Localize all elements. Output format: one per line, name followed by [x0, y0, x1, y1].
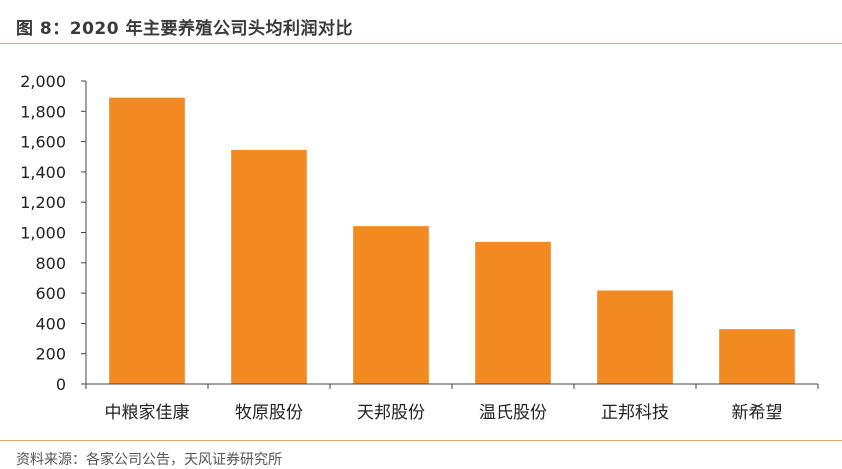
y-tick-label: 1,000: [20, 224, 66, 243]
y-tick-label: 1,600: [20, 133, 66, 152]
source-note: 资料来源：各家公司公告，天风证券研究所: [16, 452, 282, 468]
y-axis: 0 200 400 600 800 1,000 1,200 1,400 1,600 1,800 2,…: [20, 72, 87, 394]
bar-4: [597, 290, 673, 384]
y-tick-label: 0: [56, 375, 66, 394]
bar-3: [475, 241, 551, 384]
bar-chart: 0 200 400 600 800 1,000 1,200 1,400 1,600 1,800 2,…: [20, 72, 819, 423]
figure-title: 图 8：2020 年主要养殖公司头均利润对比: [16, 19, 353, 39]
y-tick-label: 2,000: [20, 72, 66, 91]
x-tick-label: 新希望: [732, 403, 783, 423]
x-axis: 中粮家佳康 牧原股份 天邦股份 温氏股份 正邦科技 新希望: [85, 383, 819, 423]
y-tick-label: 600: [35, 284, 66, 303]
source-divider: [0, 440, 842, 441]
x-tick-label: 温氏股份: [479, 403, 547, 423]
y-tick-label: 1,200: [20, 193, 66, 212]
x-tick-label: 中粮家佳康: [105, 403, 190, 423]
y-tick-label: 800: [35, 254, 66, 273]
bar-5: [719, 329, 795, 384]
bars: [109, 97, 795, 384]
y-tick-label: 400: [35, 314, 66, 333]
x-tick-label: 正邦科技: [601, 403, 669, 423]
y-tick-label: 1,400: [20, 163, 66, 182]
bar-2: [353, 226, 429, 384]
bar-1: [231, 149, 307, 384]
y-tick-label: 1,800: [20, 102, 66, 121]
x-tick-label: 牧原股份: [235, 403, 303, 423]
title-divider: [0, 43, 842, 44]
y-tick-label: 200: [35, 345, 66, 364]
bar-0: [109, 97, 185, 384]
x-tick-label: 天邦股份: [357, 403, 425, 423]
